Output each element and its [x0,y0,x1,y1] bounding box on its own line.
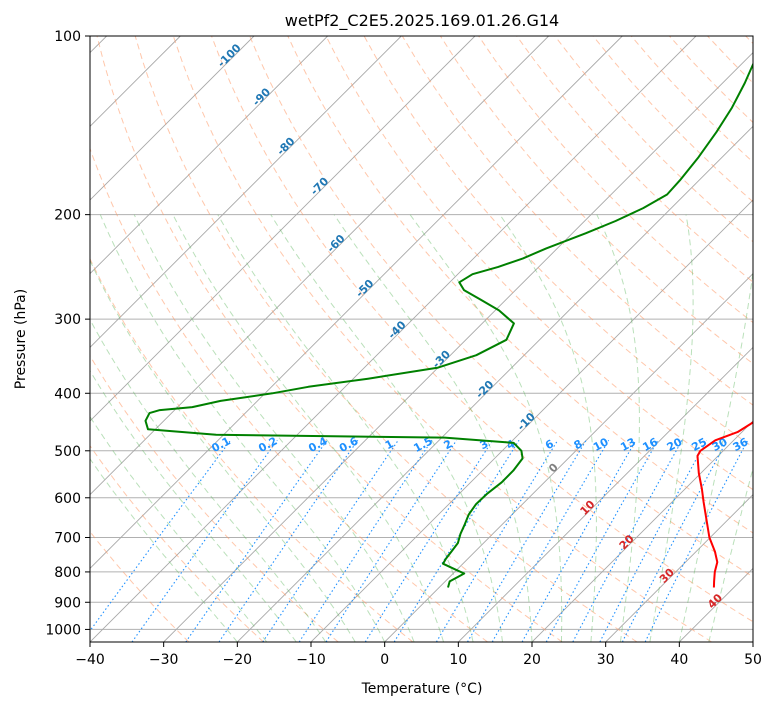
x-axis-title: Temperature (°C) [361,681,483,697]
isotherm-line [90,36,476,422]
moist-adiabat [99,214,386,642]
moist-adiabat [678,268,753,642]
chart-title: wetPf2_C2E5.2025.169.01.26.G14 [285,11,559,31]
moist-adiabat [133,214,415,642]
moist-adiabat [409,214,563,642]
mixing-ratio-label: 16 [640,435,660,454]
mixing-ratio-line [298,439,433,642]
x-tick-label: −20 [223,652,253,668]
mixing-ratio-line [218,439,359,642]
moist-adiabat [90,318,327,642]
isotherm-line [90,36,255,201]
moist-adiabat [649,214,694,642]
isotherm-line [90,36,402,348]
moist-adiabat [270,214,503,642]
dry-adiabat [90,257,414,642]
moist-adiabat [217,214,474,642]
x-tick-label: −10 [296,652,326,668]
dry-adiabat [211,36,753,623]
y-tick-label: 400 [54,386,81,402]
isotherm-line [90,36,328,275]
mixing-ratio-line [364,440,493,642]
y-tick-label: 1000 [45,622,81,638]
moist-adiabat [90,369,297,642]
moist-adiabat [333,214,533,642]
x-tick-label: 50 [744,652,762,668]
y-tick-label: 900 [54,595,81,611]
mixing-ratio-line [435,440,559,642]
dry-adiabat [249,36,753,578]
temperature-profile-line [696,421,753,588]
y-tick-label: 100 [54,29,81,45]
y-tick-label: 200 [54,208,81,224]
y-tick-label: 700 [54,531,81,547]
x-tick-label: −30 [149,652,179,668]
x-tick-label: −40 [75,652,105,668]
y-axis-title: Pressure (hPa) [13,289,29,389]
dry-adiabat [96,36,563,642]
x-tick-label: 10 [449,652,467,668]
mixing-ratio-line [572,440,683,642]
y-tick-label: 600 [54,491,81,507]
moist-adiabat [90,457,238,642]
moist-adiabat [596,214,640,642]
y-tick-label: 300 [54,312,81,328]
dry-adiabat [325,36,753,491]
dry-adiabat [287,36,753,534]
x-tick-label: 0 [380,652,389,668]
isotherm-line [237,125,753,642]
isotherm-line [163,52,753,642]
mixing-ratio-line [185,439,328,642]
mixing-ratio-line [393,440,520,642]
moist-adiabat [90,415,268,642]
mixing-ratio-line [131,439,278,642]
dry-adiabat [90,444,264,642]
dry-adiabat [516,36,753,283]
mixing-ratio-label: 13 [618,435,638,454]
plot-frame [89,35,754,643]
isotherm-line [531,420,753,642]
x-tick-label: 30 [597,652,615,668]
isotherm-line [90,36,549,496]
isotherm-line [90,36,623,569]
dry-adiabat [134,36,638,642]
x-tick-label: 40 [670,652,688,668]
mixing-ratio-label: 36 [731,435,751,454]
mixing-ratio-label: 20 [665,435,685,454]
mixing-ratio-line [545,440,659,642]
mixing-ratio-line [325,439,457,642]
mixing-ratio-line [90,439,232,632]
mixing-ratio-line [521,440,637,642]
y-tick-label: 500 [54,444,81,460]
mixing-ratio-label: 10 [591,435,611,454]
isotherm-line [458,346,753,642]
mixing-ratio-line [262,439,399,642]
mixing-ratio-line [491,440,610,642]
moist-adiabat [90,259,356,642]
isotherm-line [90,36,697,642]
isotherm-line [605,494,753,642]
mixing-ratio-label: 25 [689,435,709,454]
isotherm-line [384,273,753,642]
dewpoint-profile-line [144,61,753,588]
x-tick-label: 20 [523,652,541,668]
moist-adiabat [172,214,445,642]
dry-adiabat [90,354,339,642]
y-tick-label: 800 [54,565,81,581]
mixing-ratio-line [467,440,587,642]
